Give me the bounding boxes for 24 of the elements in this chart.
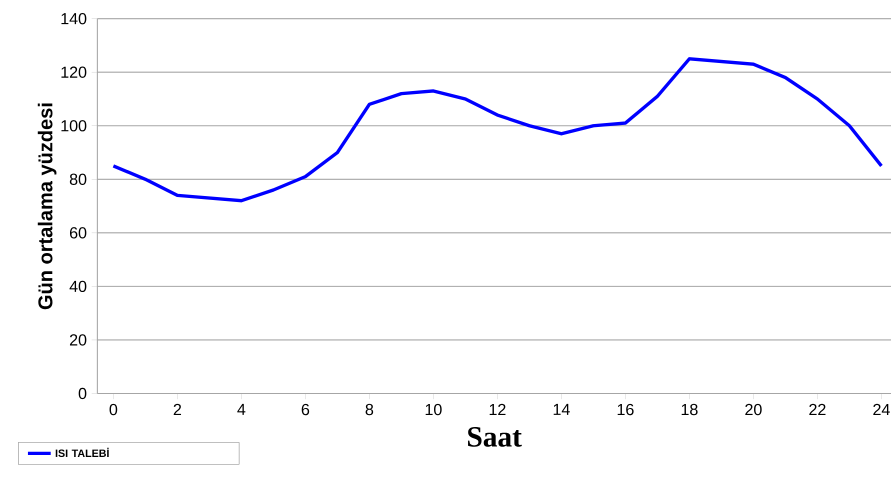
- x-tick-label: 22: [809, 404, 826, 415]
- y-tick-label: 80: [70, 174, 86, 185]
- x-tick-label: 16: [618, 404, 634, 416]
- x-tick-label: 4: [237, 404, 246, 415]
- y-tick-label: 40: [70, 280, 86, 292]
- y-axis-title: Gün ortalama yüzdesi: [38, 103, 56, 310]
- y-tick-label: 120: [61, 66, 86, 78]
- y-tick-label: 100: [61, 120, 86, 132]
- y-tick-label: 0: [78, 388, 86, 400]
- y-tick-label: 60: [70, 227, 86, 238]
- x-tick-label: 20: [745, 404, 762, 416]
- legend-label: ISI TALEBİ: [56, 448, 109, 457]
- y-tick-label: 20: [70, 334, 86, 346]
- y-tick-label: 140: [61, 12, 86, 24]
- x-tick-label: 18: [682, 404, 698, 416]
- x-tick-label: 24: [873, 404, 890, 415]
- x-axis-title: Saat: [468, 426, 522, 447]
- x-tick-label: 2: [174, 404, 182, 415]
- x-tick-label: 0: [110, 404, 118, 416]
- x-tick-label: 6: [302, 404, 310, 416]
- x-tick-label: 14: [554, 404, 570, 415]
- x-tick-label: 10: [426, 404, 442, 416]
- x-tick-label: 12: [490, 404, 506, 415]
- x-tick-label: 8: [366, 404, 374, 416]
